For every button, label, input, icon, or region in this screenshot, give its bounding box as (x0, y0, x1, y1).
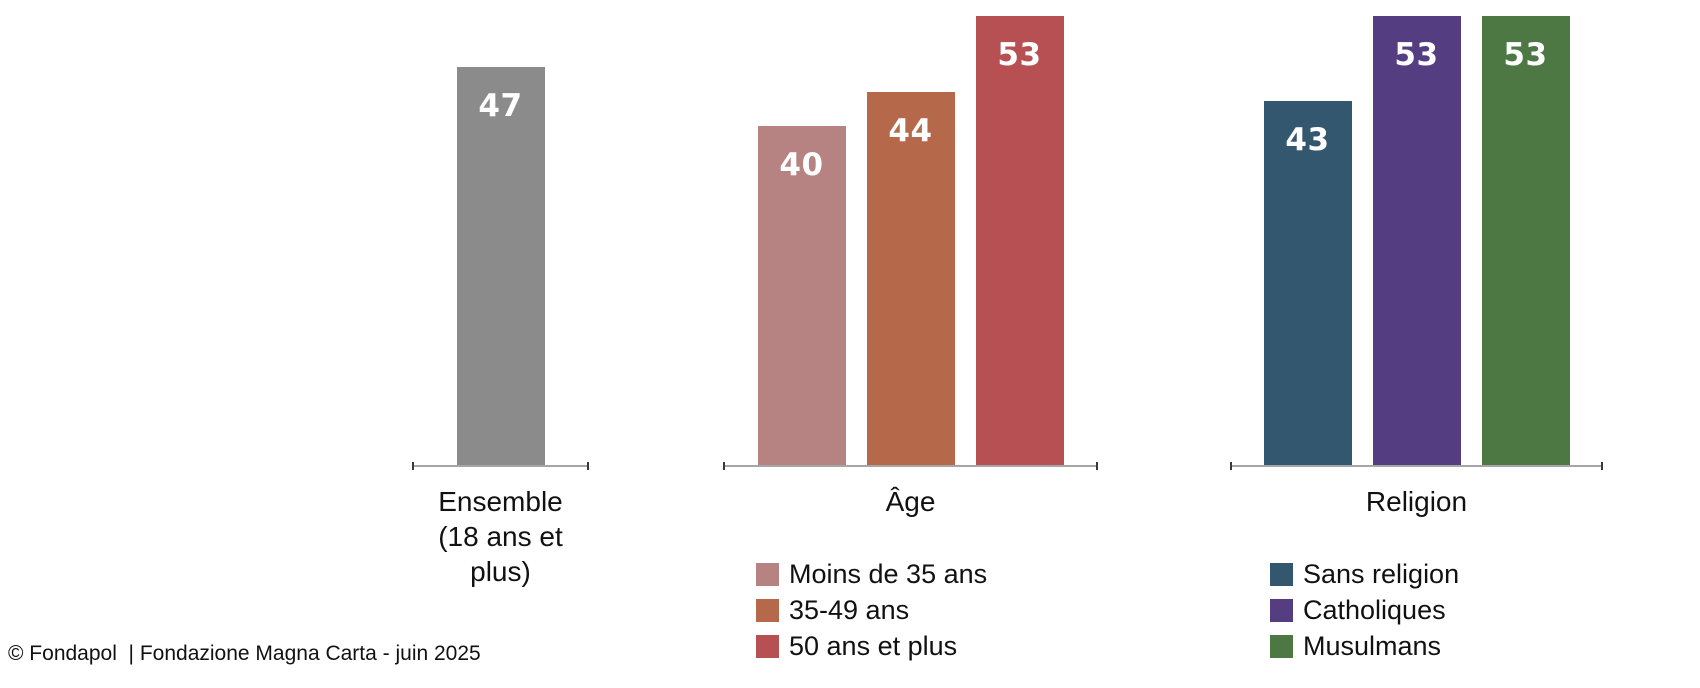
legend-swatch (756, 563, 779, 586)
group-axis-label-religion: Religion (1231, 484, 1602, 519)
bar-value-label: 53 (1503, 36, 1548, 73)
copyright-credit: © Fondapol | Fondazione Magna Carta - ju… (8, 642, 481, 665)
bar-value-label: 53 (1394, 36, 1439, 73)
bars-row-religion: 43 53 53 (1231, 0, 1602, 466)
bar-value-label: 40 (779, 147, 824, 183)
bar-value-label: 44 (888, 113, 933, 149)
bar-group-age: 40 44 53 Âge (723, 0, 1098, 517)
legend-swatch (1270, 563, 1293, 586)
bar-religion-2: 53 (1481, 15, 1570, 466)
legend-label: Moins de 35 ans (789, 559, 988, 589)
group-axis-label-age: Âge (724, 484, 1097, 519)
bar-age-1: 44 (866, 92, 955, 466)
axis-tick-left (1230, 462, 1232, 470)
bar-value-label: 53 (997, 36, 1042, 73)
bar-group-religion: 43 53 53 Religion (1230, 0, 1603, 517)
bar-religion-0: 43 (1263, 100, 1352, 466)
legend-label: Catholiques (1303, 595, 1446, 625)
bars-row-age: 40 44 53 (724, 0, 1097, 466)
legend-item: 35-49 ans (756, 595, 987, 625)
legend-swatch (1270, 635, 1293, 658)
group-axis-label-line: (18 ans et plus) (438, 521, 563, 587)
x-axis-line (1230, 462, 1603, 470)
legend-item: Catholiques (1270, 595, 1459, 625)
group-axis-label-ensemble: Ensemble (18 ans et plus) (413, 484, 588, 589)
group-axis-label-line: Ensemble (438, 486, 563, 517)
axis-tick-left (412, 462, 414, 470)
bar-age-2: 53 (975, 15, 1064, 466)
bar-value-label: 47 (478, 87, 523, 124)
bar-age-0: 40 (757, 126, 846, 466)
axis-tick-right (1096, 462, 1098, 470)
legend-item: Sans religion (1270, 559, 1460, 589)
legend-religion: Sans religion Catholiques Musulmans (1270, 559, 1460, 671)
legend-label: 35-49 ans (789, 595, 910, 625)
group-axis-label-line: Âge (885, 486, 936, 517)
axis-tick-left (723, 462, 725, 470)
bar-group-ensemble: 47 Ensemble (18 ans et plus) (412, 0, 589, 587)
legend-age: Moins de 35 ans 35-49 ans 50 ans et plus (756, 559, 988, 671)
legend-swatch (756, 599, 779, 622)
legend-label: 50 ans et plus (789, 631, 958, 661)
bar-value-label: 43 (1285, 121, 1330, 158)
legend-swatch (756, 635, 779, 658)
x-axis-line (723, 462, 1098, 470)
legend-item: 50 ans et plus (756, 631, 987, 661)
legend-label: Musulmans (1303, 631, 1442, 661)
legend-item: Musulmans (1270, 631, 1459, 661)
x-axis-line (412, 462, 589, 470)
legend-item: Moins de 35 ans (756, 559, 988, 589)
axis-tick-right (1601, 462, 1603, 470)
group-axis-label-line: Religion (1365, 486, 1468, 517)
legend-swatch (1270, 599, 1293, 622)
axis-tick-right (587, 462, 589, 470)
bars-row-ensemble: 47 (413, 0, 588, 466)
bar-religion-1: 53 (1372, 15, 1461, 466)
legend-label: Sans religion (1303, 559, 1460, 589)
bar-ensemble-0: 47 (456, 66, 545, 466)
